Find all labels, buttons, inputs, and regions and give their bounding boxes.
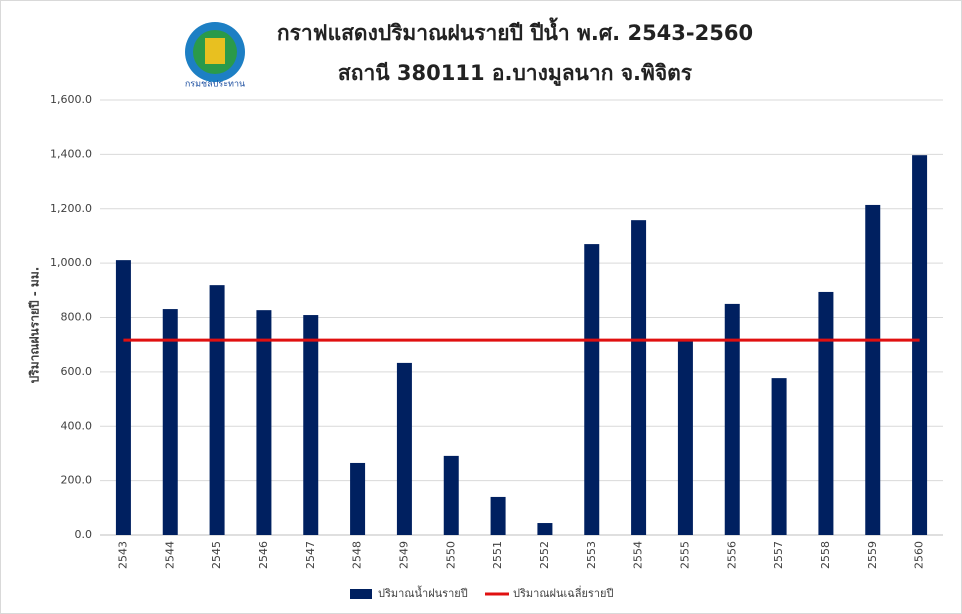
chart-subtitle: สถานี 380111 อ.บางมูลนาก จ.พิจิตร	[338, 61, 693, 87]
bar	[818, 291, 834, 535]
x-tick-label: 2560	[913, 541, 926, 569]
x-tick-label: 2555	[678, 541, 691, 569]
x-tick-label: 2543	[116, 541, 129, 569]
y-axis-label: ปริมาณฝนรายปี - มม.	[28, 267, 42, 384]
bar	[631, 220, 647, 535]
x-tick-label: 2551	[491, 541, 504, 569]
y-tick-label: 1,000.0	[50, 256, 92, 269]
x-tick-label: 2544	[163, 541, 176, 569]
bar	[209, 285, 225, 535]
bar	[912, 155, 928, 536]
bar	[584, 244, 600, 535]
bar	[350, 462, 366, 535]
logo	[185, 22, 245, 82]
x-tick-label: 2547	[304, 541, 317, 569]
bar	[677, 340, 693, 535]
x-tick-label: 2545	[210, 541, 223, 569]
logo-emblem	[205, 38, 225, 64]
bar	[256, 310, 272, 535]
y-tick-label: 1,200.0	[50, 202, 92, 215]
x-tick-label: 2550	[444, 541, 457, 569]
legend-swatch	[350, 589, 372, 599]
x-tick-label: 2552	[538, 541, 551, 569]
x-tick-label: 2559	[866, 541, 879, 569]
bar	[537, 523, 553, 535]
bar	[771, 378, 787, 535]
bar	[115, 260, 131, 535]
legend-label: ปริมาณฝนเฉลี่ยรายปี	[513, 585, 613, 600]
legend-label: ปริมาณน้ำฝนรายปี	[378, 585, 468, 600]
x-tick-label: 2557	[772, 541, 785, 569]
bar	[490, 496, 506, 535]
bar	[865, 204, 881, 535]
x-tick-label: 2548	[351, 541, 364, 569]
x-tick-label: 2556	[725, 541, 738, 569]
bar	[443, 455, 459, 535]
y-tick-label: 800.0	[61, 311, 93, 324]
y-tick-label: 400.0	[61, 419, 93, 432]
bar	[396, 362, 412, 535]
bar	[162, 309, 178, 535]
chart-title: กราฟแสดงปริมาณฝนรายปี ปีน้ำ พ.ศ. 2543-25…	[277, 17, 753, 45]
y-tick-label: 0.0	[75, 528, 93, 541]
y-tick-label: 1,400.0	[50, 147, 92, 160]
bar	[724, 303, 740, 535]
bar	[303, 315, 319, 535]
x-tick-label: 2546	[257, 541, 270, 569]
logo-text: กรมชลประทาน	[185, 80, 245, 90]
y-tick-label: 1,600.0	[50, 93, 92, 106]
y-tick-label: 600.0	[61, 365, 93, 378]
x-tick-label: 2558	[819, 541, 832, 569]
x-tick-label: 2553	[585, 541, 598, 569]
x-tick-label: 2554	[632, 541, 645, 569]
x-tick-label: 2549	[397, 541, 410, 569]
y-tick-label: 200.0	[61, 474, 93, 487]
